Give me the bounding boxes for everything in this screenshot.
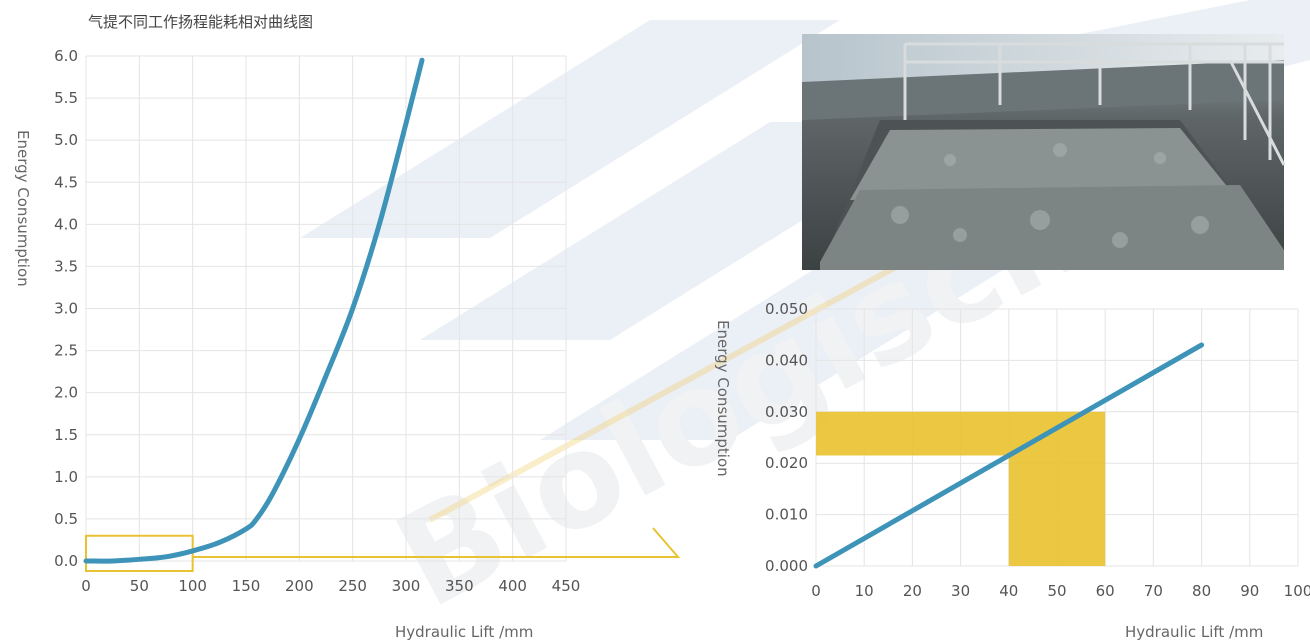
zoom-chart-y-ticks: 0.000 0.010 0.020 0.030 0.040 0.050 — [765, 300, 808, 575]
main-chart-x-tick-label: 400 — [498, 577, 527, 595]
main-chart-y-tick-label: 5.5 — [54, 89, 78, 107]
main-chart-series-line — [83, 57, 425, 564]
zoom-chart-series-line — [813, 342, 1205, 569]
zoom-chart-y-tick-label: 0.040 — [765, 351, 808, 369]
main-chart-x-tick-label: 50 — [130, 577, 149, 595]
main-chart-grid — [85, 55, 567, 562]
zoom-chart-x-tick-label: 30 — [951, 582, 970, 600]
zoom-chart-x-label: Hydraulic Lift /mm — [1125, 623, 1263, 641]
zoom-chart-highlight-bands — [816, 411, 1106, 566]
zoom-chart-y-tick-label: 0.000 — [765, 557, 808, 575]
zoom-chart-y-tick-label: 0.010 — [765, 506, 808, 524]
main-chart-x-tick-label: 450 — [552, 577, 581, 595]
main-chart-x-tick-label: 200 — [285, 577, 314, 595]
zoom-chart-x-tick-label: 50 — [1047, 582, 1066, 600]
zoom-chart-x-ticks: 0 10 20 30 40 50 60 70 80 90 100 — [811, 582, 1310, 600]
main-chart-y-tick-label: 5.0 — [54, 131, 78, 149]
main-chart-y-tick-label: 6.0 — [54, 47, 78, 65]
main-chart-y-label: Energy Consumption — [14, 130, 32, 287]
main-chart-y-tick-label: 3.5 — [54, 257, 78, 275]
main-chart-x-tick-label: 150 — [232, 577, 261, 595]
main-chart-x-tick-label: 0 — [81, 577, 91, 595]
zoom-connector-line — [192, 527, 681, 558]
main-chart-y-tick-label: 2.0 — [54, 384, 78, 402]
aeration-tank-photo — [802, 34, 1286, 270]
zoom-chart-y-tick-label: 0.050 — [765, 300, 808, 318]
zoom-chart-x-tick-label: 90 — [1240, 582, 1259, 600]
main-chart-y-tick-label: 1.5 — [54, 426, 78, 444]
zoom-chart-x-tick-label: 80 — [1192, 582, 1211, 600]
zoom-chart-y-tick-label: 0.020 — [765, 454, 808, 472]
zoom-chart-highlight-band — [816, 411, 1106, 456]
main-chart-x-ticks: 0 50 100 150 200 250 300 350 400 450 — [81, 577, 580, 595]
zoom-chart-x-tick-label: 0 — [811, 582, 821, 600]
main-chart-x-label: Hydraulic Lift /mm — [395, 623, 533, 641]
zoom-chart-x-tick-label: 60 — [1096, 582, 1115, 600]
main-chart-x-tick-label: 300 — [392, 577, 421, 595]
main-chart-x-tick-label: 250 — [338, 577, 367, 595]
main-chart-title: 气提不同工作扬程能耗相对曲线图 — [88, 13, 313, 31]
main-energy-chart: 气提不同工作扬程能耗相对曲线图 0 50 100 150 200 250 300 350 400… — [14, 13, 580, 641]
main-chart-y-tick-label: 4.5 — [54, 173, 78, 191]
zoom-chart-x-tick-label: 20 — [903, 582, 922, 600]
zoom-chart-x-tick-label: 100 — [1284, 582, 1310, 600]
main-chart-y-tick-label: 2.5 — [54, 342, 78, 360]
main-chart-y-tick-label: 3.0 — [54, 300, 78, 318]
main-chart-y-tick-label: 0.0 — [54, 552, 78, 570]
zoom-chart-y-label: Energy Consumption — [714, 320, 732, 477]
zoom-chart-x-tick-label: 10 — [855, 582, 874, 600]
main-chart-y-tick-label: 0.5 — [54, 510, 78, 528]
main-chart-x-tick-label: 350 — [445, 577, 474, 595]
main-chart-x-tick-label: 100 — [178, 577, 207, 595]
zoom-chart-x-tick-label: 70 — [1144, 582, 1163, 600]
main-chart-y-ticks: 0.0 0.5 1.0 1.5 2.0 2.5 3.0 3.5 4.0 4.5 5.0 5.5 6.0 — [54, 47, 78, 570]
main-chart-y-tick-label: 4.0 — [54, 215, 78, 233]
zoom-chart-highlight-band — [1008, 455, 1106, 566]
main-chart-y-tick-label: 1.0 — [54, 468, 78, 486]
zoom-chart-x-tick-label: 40 — [999, 582, 1018, 600]
zoom-energy-chart: 0 10 20 30 40 50 60 70 80 90 100 0.0000.0100.0200.… — [714, 300, 1310, 641]
zoom-chart-y-tick-label: 0.030 — [765, 403, 808, 421]
